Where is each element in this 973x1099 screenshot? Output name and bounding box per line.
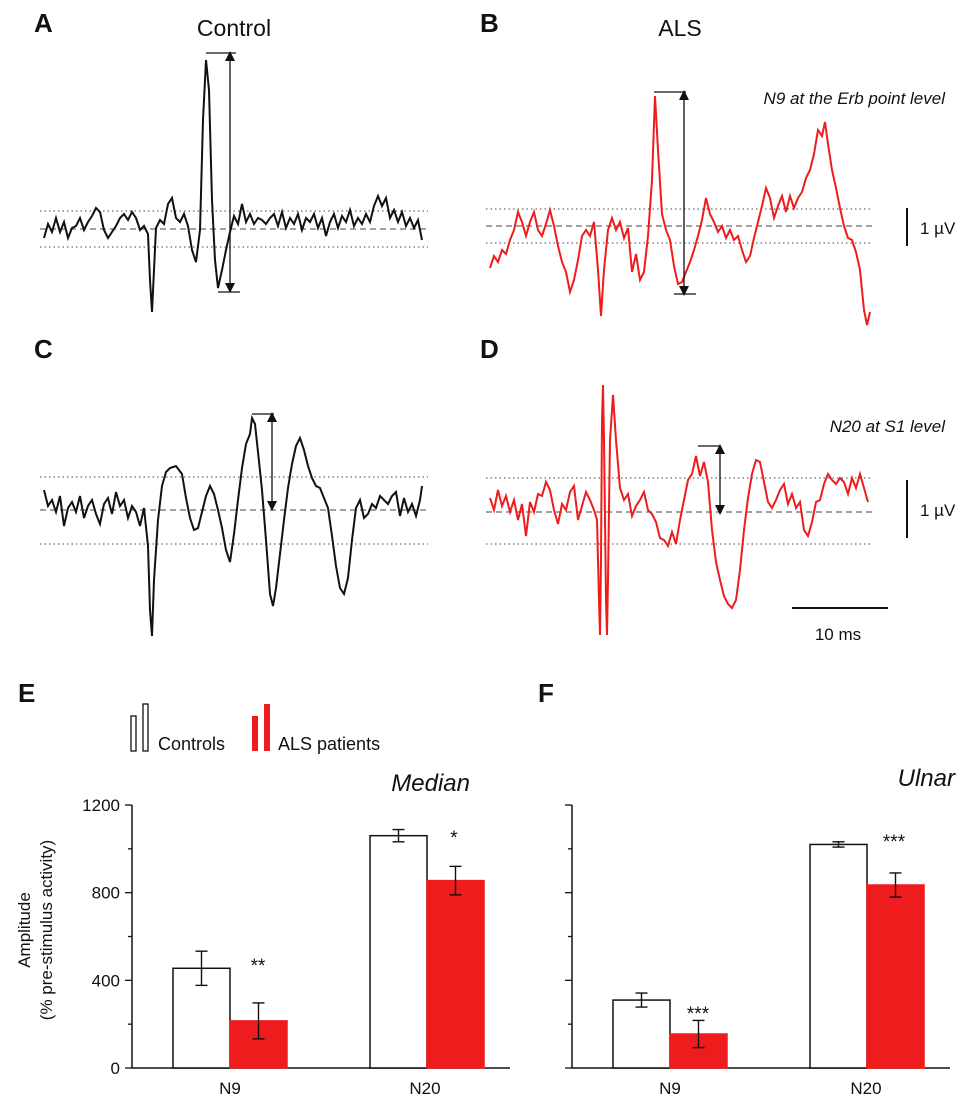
trace-c-control-n20 bbox=[43, 414, 423, 637]
panel-label-b: B bbox=[480, 8, 499, 38]
legend-als-swatch bbox=[252, 704, 270, 751]
scale-bar-amplitude-b: 1 µV bbox=[920, 219, 956, 238]
chart-e-ylabel2: (% pre-stimulus activity) bbox=[37, 840, 56, 1020]
chart-e-bars bbox=[172, 828, 485, 1069]
chart-f-title: Ulnar bbox=[898, 765, 956, 792]
chart-f-errorbar-als-n9 bbox=[692, 1019, 705, 1049]
chart-f-sig-n9: *** bbox=[687, 1004, 710, 1025]
chart-f-errorbar-controls-n20 bbox=[832, 841, 845, 848]
chart-f-bar-als-n20 bbox=[866, 884, 925, 1069]
chart-e-errorbar-als-n9 bbox=[252, 1002, 265, 1040]
chart-f-ticks bbox=[565, 804, 572, 1069]
panel-label-d: D bbox=[480, 334, 499, 364]
chart-e-ytick-label: 1200 bbox=[82, 796, 120, 815]
scale-bars bbox=[792, 208, 908, 609]
chart-e-bar-controls-n20 bbox=[369, 834, 428, 1069]
panel-b-title: ALS bbox=[658, 15, 701, 41]
scale-bar-amplitude-d: 1 µV bbox=[920, 501, 956, 520]
panel-b-annotation: N9 at the Erb point level bbox=[764, 89, 947, 108]
chart-e-ytick-label: 400 bbox=[92, 971, 120, 990]
panel-d-annotation: N20 at S1 level bbox=[830, 417, 947, 436]
scale-bar-time: 10 ms bbox=[815, 625, 861, 644]
chart-e-errorbar-als-n20 bbox=[449, 865, 462, 896]
chart-e-errorbar-controls-n20 bbox=[392, 828, 405, 843]
chart-e-ytick-label: 800 bbox=[92, 884, 120, 903]
legend-als-label: ALS patients bbox=[278, 734, 380, 754]
panel-label-c: C bbox=[34, 334, 53, 364]
legend: Controls ALS patients bbox=[130, 703, 380, 754]
chart-f-xtick-n9: N9 bbox=[659, 1079, 681, 1098]
chart-f: Ulnar N9 N20 *** *** bbox=[565, 765, 956, 1098]
legend-controls-label: Controls bbox=[158, 734, 225, 754]
amplitude-arrows bbox=[206, 51, 725, 515]
chart-f-bars bbox=[612, 841, 925, 1069]
trace-b-als-n9 bbox=[489, 95, 871, 326]
chart-e-ticks: 0 400 800 1200 bbox=[82, 796, 132, 1078]
chart-e-title: Median bbox=[391, 770, 470, 797]
chart-e-bar-als-n20 bbox=[426, 879, 485, 1069]
chart-f-errorbar-controls-n9 bbox=[635, 992, 648, 1008]
legend-controls-swatch bbox=[130, 703, 149, 752]
trace-a-control-n9 bbox=[43, 59, 423, 313]
chart-f-sig-n20: *** bbox=[883, 832, 906, 853]
chart-f-xtick-n20: N20 bbox=[850, 1079, 881, 1098]
chart-e: Median Amplitude (% pre-stimulus activit… bbox=[15, 770, 510, 1098]
chart-e-sig-n20: * bbox=[450, 828, 458, 849]
chart-e-errorbar-controls-n9 bbox=[195, 950, 208, 987]
chart-e-ytick-label: 0 bbox=[111, 1059, 120, 1078]
chart-e-ylabel: Amplitude bbox=[15, 892, 34, 968]
chart-e-sig-n9: ** bbox=[251, 956, 266, 977]
panel-label-a: A bbox=[34, 8, 53, 38]
panel-label-f: F bbox=[538, 678, 554, 708]
chart-e-xtick-n9: N9 bbox=[219, 1079, 241, 1098]
chart-f-bar-controls-n20 bbox=[809, 843, 868, 1069]
chart-f-errorbar-als-n20 bbox=[889, 872, 902, 898]
panel-a-title: Control bbox=[197, 15, 271, 41]
trace-d-als-n20 bbox=[489, 384, 869, 636]
panel-label-e: E bbox=[18, 678, 35, 708]
chart-f-bar-controls-n9 bbox=[612, 999, 671, 1069]
chart-e-xtick-n20: N20 bbox=[409, 1079, 440, 1098]
